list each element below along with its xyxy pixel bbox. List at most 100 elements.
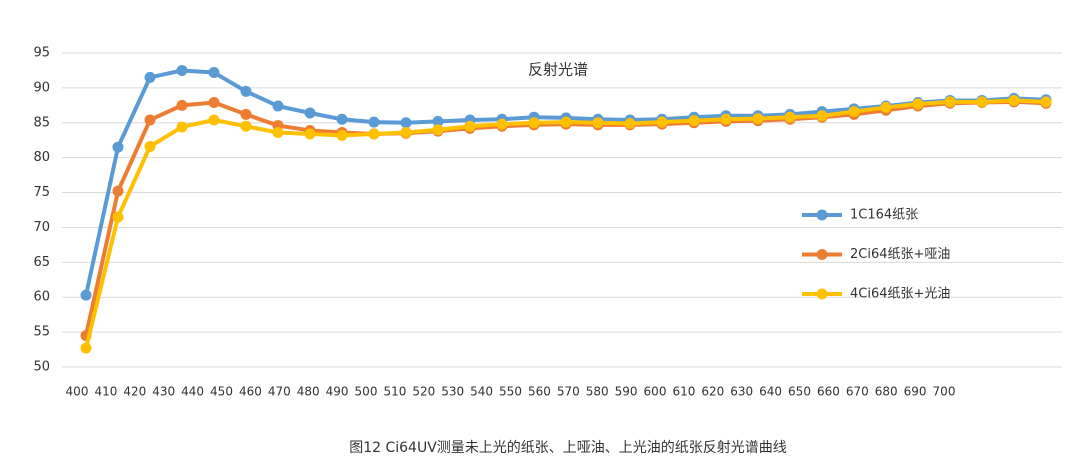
data-point	[432, 115, 444, 127]
data-point	[880, 101, 892, 113]
x-tick-label: 430	[152, 385, 175, 399]
data-point	[304, 128, 316, 140]
legend-label: 4Ci64纸张+光油	[850, 287, 950, 302]
data-point	[240, 108, 252, 120]
data-point	[944, 96, 956, 108]
data-point	[176, 64, 188, 76]
x-tick-label: 640	[759, 385, 782, 399]
x-tick-label: 540	[470, 385, 493, 399]
data-point	[752, 113, 764, 125]
legend-label: 2Ci64纸张+哑油	[850, 247, 950, 262]
data-point	[208, 114, 220, 126]
legend-marker	[816, 249, 828, 260]
x-tick-label: 630	[730, 385, 753, 399]
x-tick-label: 610	[672, 385, 695, 399]
x-tick-label: 420	[123, 385, 146, 399]
x-tick-label: 590	[615, 385, 638, 399]
data-point	[528, 117, 540, 129]
data-point	[912, 98, 924, 110]
x-tick-label: 560	[528, 385, 551, 399]
data-point	[592, 117, 604, 129]
y-tick-label: 95	[33, 46, 50, 61]
data-point	[464, 120, 476, 132]
data-point	[784, 111, 796, 123]
x-tick-label: 580	[586, 385, 609, 399]
y-tick-label: 75	[33, 185, 50, 200]
data-point	[208, 67, 220, 79]
data-point	[368, 128, 380, 140]
x-tick-label: 500	[355, 385, 378, 399]
data-point	[208, 97, 220, 109]
data-point	[560, 116, 572, 128]
data-point	[688, 115, 700, 127]
x-tick-label: 690	[904, 385, 927, 399]
data-point	[240, 120, 252, 132]
data-point	[624, 117, 636, 129]
data-point	[304, 107, 316, 119]
x-tick-label: 660	[817, 385, 840, 399]
data-point	[272, 100, 284, 112]
caption: 图12 Ci64UV测量未上光的纸张、上哑油、上光油的纸张反射光谱曲线	[349, 440, 787, 456]
data-point	[144, 71, 156, 83]
data-point	[816, 110, 828, 122]
data-point	[112, 211, 124, 223]
y-tick-label: 85	[33, 115, 50, 130]
x-tick-label: 520	[412, 385, 435, 399]
x-tick-label: 470	[268, 385, 291, 399]
data-point	[1040, 96, 1052, 108]
legend-label: 1C164纸张	[850, 208, 918, 223]
legend-marker	[816, 209, 828, 221]
data-point	[80, 289, 92, 301]
series-line	[84, 98, 1047, 349]
chart-title: 反射光谱	[528, 61, 588, 79]
y-tick-label: 55	[33, 325, 50, 340]
data-point	[848, 106, 860, 118]
x-tick-label: 480	[297, 385, 320, 399]
data-point	[432, 124, 444, 136]
x-tick-label: 620	[701, 385, 724, 399]
data-point	[368, 116, 380, 128]
data-point	[1008, 94, 1020, 106]
data-point	[496, 118, 508, 130]
data-point	[336, 113, 348, 125]
x-tick-label: 460	[239, 385, 262, 399]
data-point	[400, 127, 412, 139]
x-tick-label: 700	[933, 385, 956, 399]
x-tick-label: 570	[557, 385, 580, 399]
x-tick-label: 650	[788, 385, 811, 399]
x-tick-label: 400	[66, 385, 89, 399]
x-tick-label: 530	[441, 385, 464, 399]
x-tick-label: 680	[875, 385, 898, 399]
data-point	[336, 129, 348, 141]
data-point	[656, 116, 668, 128]
data-point	[112, 141, 124, 153]
data-point	[176, 99, 188, 111]
data-point	[144, 114, 156, 126]
x-tick-label: 510	[383, 385, 406, 399]
data-point	[176, 121, 188, 133]
x-tick-label: 410	[94, 385, 117, 399]
data-point	[80, 342, 92, 354]
y-tick-label: 50	[33, 360, 50, 375]
data-point	[240, 85, 252, 97]
data-point	[720, 113, 732, 125]
y-tick-label: 70	[33, 220, 50, 235]
x-tick-label: 670	[846, 385, 869, 399]
data-point	[112, 185, 124, 197]
data-point	[976, 96, 988, 108]
data-point	[144, 141, 156, 153]
y-tick-label: 60	[33, 290, 50, 305]
data-point	[400, 117, 412, 129]
x-tick-label: 600	[644, 385, 667, 399]
x-tick-label: 550	[499, 385, 522, 399]
x-tick-label: 440	[181, 385, 204, 399]
x-tick-label: 490	[326, 385, 349, 399]
y-tick-label: 80	[33, 150, 50, 165]
y-tick-label: 90	[33, 80, 50, 95]
legend-marker	[816, 288, 828, 300]
x-tick-label: 450	[210, 385, 233, 399]
data-point	[272, 127, 284, 139]
y-tick-label: 65	[33, 255, 50, 270]
